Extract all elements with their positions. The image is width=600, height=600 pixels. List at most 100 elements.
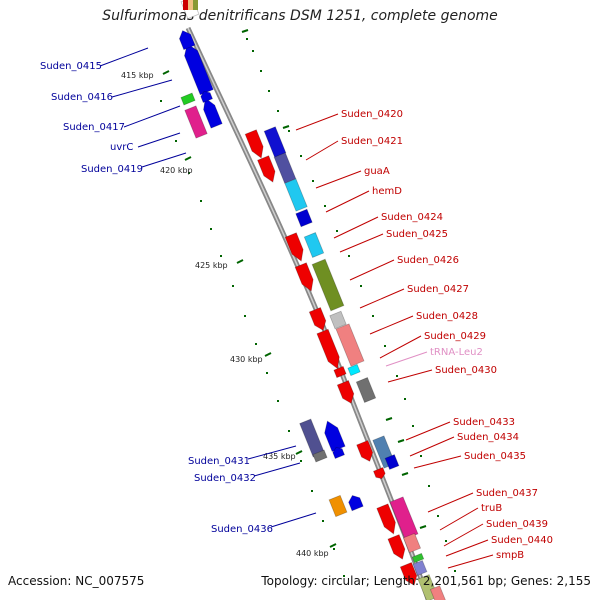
tick-label: 420 kbp — [160, 166, 193, 175]
gene-label-smpb: smpB — [496, 550, 524, 561]
scale-dot — [277, 110, 279, 112]
gene-suden-0433-shape — [356, 439, 374, 462]
leader-line — [409, 436, 455, 457]
leader-line — [270, 512, 317, 528]
gene-small-red-shape — [333, 365, 347, 379]
leader-line — [349, 259, 395, 281]
gene-suden-0435b — [372, 466, 386, 480]
leader-line — [325, 190, 370, 213]
scale-dot — [360, 285, 362, 287]
gene-label-suden_0429: Suden_0429 — [424, 331, 486, 342]
gene-label-suden_0420: Suden_0420 — [341, 109, 403, 120]
gene-hemd-b — [295, 208, 313, 228]
leader-line — [379, 335, 422, 359]
gene-label-suden_0430: Suden_0430 — [435, 365, 497, 376]
gene-suden-0429b-shape — [335, 323, 365, 367]
scale-dot — [200, 200, 202, 202]
gene-suden-0436b-shape — [348, 495, 364, 512]
gene-hemd-b-shape — [295, 208, 313, 228]
scale-dot — [420, 455, 422, 457]
label-leaders — [99, 47, 494, 569]
gene-uvrc — [184, 105, 208, 139]
tick-mark — [236, 259, 244, 264]
gene-trna-leu2 — [347, 363, 361, 377]
gene-suden-0425-shape — [303, 232, 325, 258]
leader-line — [141, 152, 187, 168]
tick-mark — [397, 439, 405, 443]
scale-dot — [312, 180, 314, 182]
gene-suden-0421b-shape — [263, 126, 287, 158]
gene-bottom-1-shape — [399, 562, 418, 586]
scale-dot — [437, 515, 439, 517]
gene-top-olive — [193, 0, 198, 10]
gene-label-suden_0424: Suden_0424 — [381, 212, 443, 223]
gene-smpb-shape — [412, 560, 428, 576]
leader-line — [405, 421, 451, 441]
gene-label-suden_0432: Suden_0432 — [194, 473, 256, 484]
scale-dot — [232, 285, 234, 287]
tick-label: 415 kbp — [121, 71, 154, 80]
leader-line — [385, 351, 428, 367]
gene-label-suden_0421: Suden_0421 — [341, 136, 403, 147]
gene-label-trub: truB — [481, 503, 502, 514]
gene-label-suden_0416: Suden_0416 — [51, 92, 113, 103]
leader-line — [315, 170, 362, 189]
gene-suden-0425 — [303, 232, 325, 258]
gene-suden-0429-shape — [316, 328, 340, 370]
gene-label-uvrc: uvrC — [110, 142, 133, 153]
tick-mark — [295, 450, 303, 455]
tick-mark — [162, 70, 170, 75]
scale-dot — [268, 90, 270, 92]
gene-suden-0420-shape — [244, 129, 264, 159]
gene-suden-0439b-shape — [402, 532, 422, 554]
leader-line — [387, 369, 433, 383]
gene-label-suden_0415: Suden_0415 — [40, 61, 102, 72]
scale-dot — [288, 430, 290, 432]
leader-line — [359, 288, 405, 309]
gene-features — [178, 0, 447, 600]
gene-suden-0429 — [316, 328, 340, 370]
gene-labels: Suden_0415 Suden_0416 Suden_0417 uvrC Suden_… — [40, 61, 553, 561]
scale-dot — [343, 575, 345, 577]
gene-label-suden_0435: Suden_0435 — [464, 451, 526, 462]
gene-suden-0432 — [312, 449, 328, 463]
gene-suden-0431b-shape — [324, 420, 346, 453]
gene-suden-0421b — [263, 126, 287, 158]
scale-dot — [322, 520, 324, 522]
leader-line — [439, 507, 479, 531]
genome-summary: Topology: circular; Length: 2,201,561 bp… — [261, 574, 591, 588]
gene-hemd — [284, 178, 308, 212]
scale-dot — [384, 345, 386, 347]
gene-suden-0419 — [200, 90, 214, 104]
leader-line — [247, 445, 297, 460]
leader-line — [447, 554, 494, 569]
scale-dot — [210, 228, 212, 230]
gene-suden-0430b-shape — [355, 377, 377, 403]
gene-uvrc-shape — [184, 105, 208, 139]
gene-suden-0419-shape — [200, 90, 214, 104]
gene-suden-0421-shape — [257, 155, 276, 183]
scale-dot — [311, 490, 313, 492]
gene-suden-0440-shape — [411, 552, 425, 564]
gene-hemd-shape — [284, 178, 308, 212]
gene-label-suden_0436: Suden_0436 — [211, 524, 273, 535]
gene-bottom-1 — [399, 562, 418, 586]
gene-suden-0427 — [311, 258, 345, 312]
leader-line — [413, 455, 462, 469]
gene-suden-0426 — [294, 262, 314, 292]
tick-mark — [282, 125, 290, 129]
gene-suden-0430b — [355, 377, 377, 403]
leader-line — [445, 539, 489, 557]
gene-suden-0424 — [284, 232, 304, 262]
gene-suden-0439b — [402, 532, 422, 554]
gene-suden-0437 — [376, 503, 396, 535]
leader-line — [99, 47, 149, 67]
gene-label-suden_0417: Suden_0417 — [63, 122, 125, 133]
gene-small-red — [333, 365, 347, 379]
leader-line — [333, 216, 379, 239]
scale-dot — [220, 255, 222, 257]
scale-dot — [396, 375, 398, 377]
gene-label-suden_0440: Suden_0440 — [491, 535, 553, 546]
leader-line — [369, 315, 414, 335]
gene-label-trna-leu2: tRNA-Leu2 — [430, 347, 483, 358]
